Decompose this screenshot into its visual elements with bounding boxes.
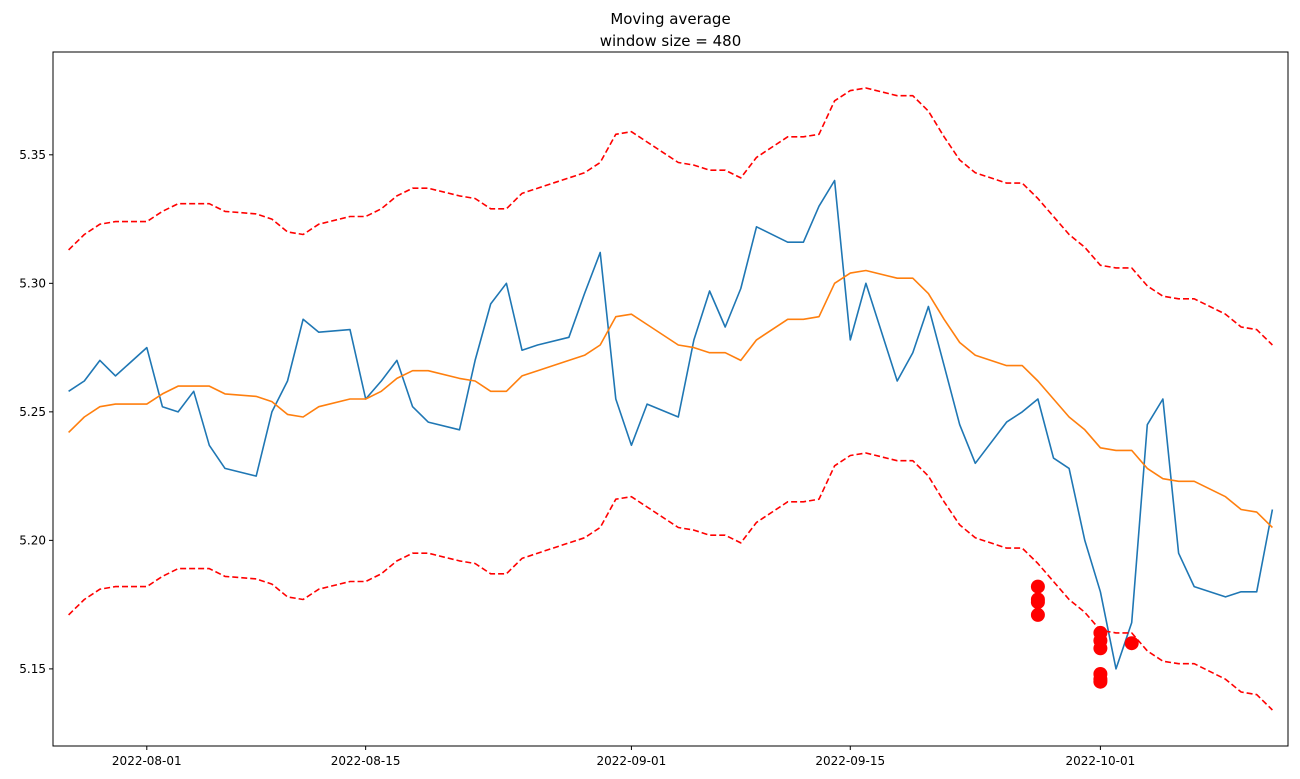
axes: 5.15 5.20 5.25 5.30 5.35 2022-08-01 2022-08-15…	[19, 51, 1289, 768]
y-tick-label: 5.35	[19, 148, 46, 162]
x-tick-label: 2022-10-01	[1066, 754, 1136, 768]
anomaly-point	[1124, 636, 1139, 651]
x-tick-label: 2022-09-01	[597, 754, 667, 768]
lower-band-line	[68, 452, 1273, 711]
price-series-line	[68, 179, 1274, 670]
anomaly-point	[1093, 641, 1108, 656]
y-tick-label: 5.25	[19, 405, 46, 419]
x-tick-label: 2022-09-15	[815, 754, 885, 768]
x-tick-label: 2022-08-15	[331, 754, 401, 768]
y-tick-label: 5.30	[19, 276, 46, 290]
anomaly-point	[1093, 674, 1108, 689]
chart-subtitle: window size = 480	[600, 32, 742, 50]
anomaly-point	[1030, 607, 1045, 622]
moving-average-line	[68, 269, 1273, 529]
chart-title: Moving average	[610, 10, 730, 28]
anomaly-point	[1030, 595, 1045, 610]
upper-band-line	[68, 87, 1273, 346]
plot-frame	[52, 51, 1289, 747]
y-tick-label: 5.20	[19, 533, 46, 547]
plot-area	[68, 87, 1274, 711]
y-tick-label: 5.15	[19, 662, 46, 676]
x-tick-label: 2022-08-01	[112, 754, 182, 768]
anomaly-point	[1030, 579, 1045, 594]
